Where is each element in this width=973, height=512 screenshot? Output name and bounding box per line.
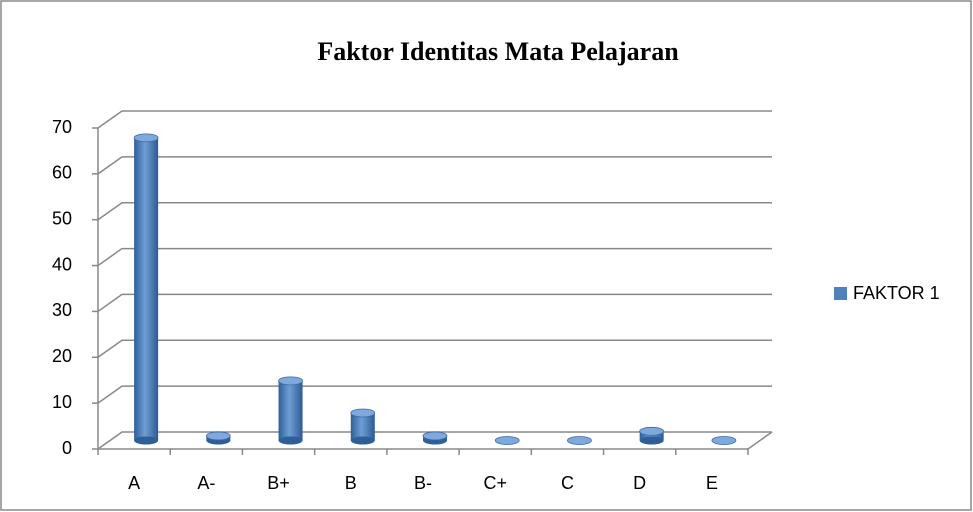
bar-top xyxy=(133,133,159,143)
y-tick-label: 20 xyxy=(52,346,72,366)
bar-top xyxy=(494,436,520,445)
bar-top xyxy=(422,431,448,441)
grid-line xyxy=(97,385,772,404)
grid-line xyxy=(97,431,772,450)
x-tick-label: B- xyxy=(414,473,432,493)
bar-top xyxy=(205,431,231,441)
bar-bottom xyxy=(134,436,159,445)
bar-bottom xyxy=(278,436,303,445)
bar-top xyxy=(639,426,665,436)
bar-bottom xyxy=(350,436,375,445)
grid-line xyxy=(97,156,772,175)
x-tick-label: A- xyxy=(197,473,215,493)
grid-line xyxy=(97,293,772,313)
grid-line xyxy=(97,247,772,267)
bar xyxy=(134,137,159,441)
y-tick-label: 50 xyxy=(52,208,72,228)
y-tick-label: 10 xyxy=(52,392,72,412)
legend-swatch xyxy=(834,287,847,300)
y-tick-label: 60 xyxy=(52,163,72,183)
chart-title: Faktor Identitas Mata Pelajaran xyxy=(317,37,679,66)
grid-line xyxy=(97,339,772,358)
y-tick-label: 0 xyxy=(62,438,72,458)
x-tick-label: B xyxy=(345,473,357,493)
bar-top xyxy=(278,376,303,386)
bar xyxy=(350,412,375,441)
x-tick-label: D xyxy=(633,473,646,493)
bar-bottom xyxy=(639,436,664,445)
x-tick-label: E xyxy=(706,473,718,493)
y-tick-label: 30 xyxy=(52,300,72,320)
grid-line xyxy=(97,110,772,129)
x-tick-label: B+ xyxy=(267,473,290,493)
grid-line xyxy=(97,201,772,221)
y-tick-label: 40 xyxy=(52,254,72,274)
bar xyxy=(639,431,664,441)
bar-top xyxy=(350,408,376,418)
x-tick-label: C xyxy=(561,473,574,493)
y-tick-label: 70 xyxy=(52,117,72,137)
legend-label: FAKTOR 1 xyxy=(853,283,940,303)
bar-top xyxy=(711,436,737,445)
x-tick-label: A xyxy=(128,473,140,493)
bar-top xyxy=(567,436,592,445)
bar xyxy=(278,380,303,441)
x-tick-label: C+ xyxy=(483,473,507,493)
